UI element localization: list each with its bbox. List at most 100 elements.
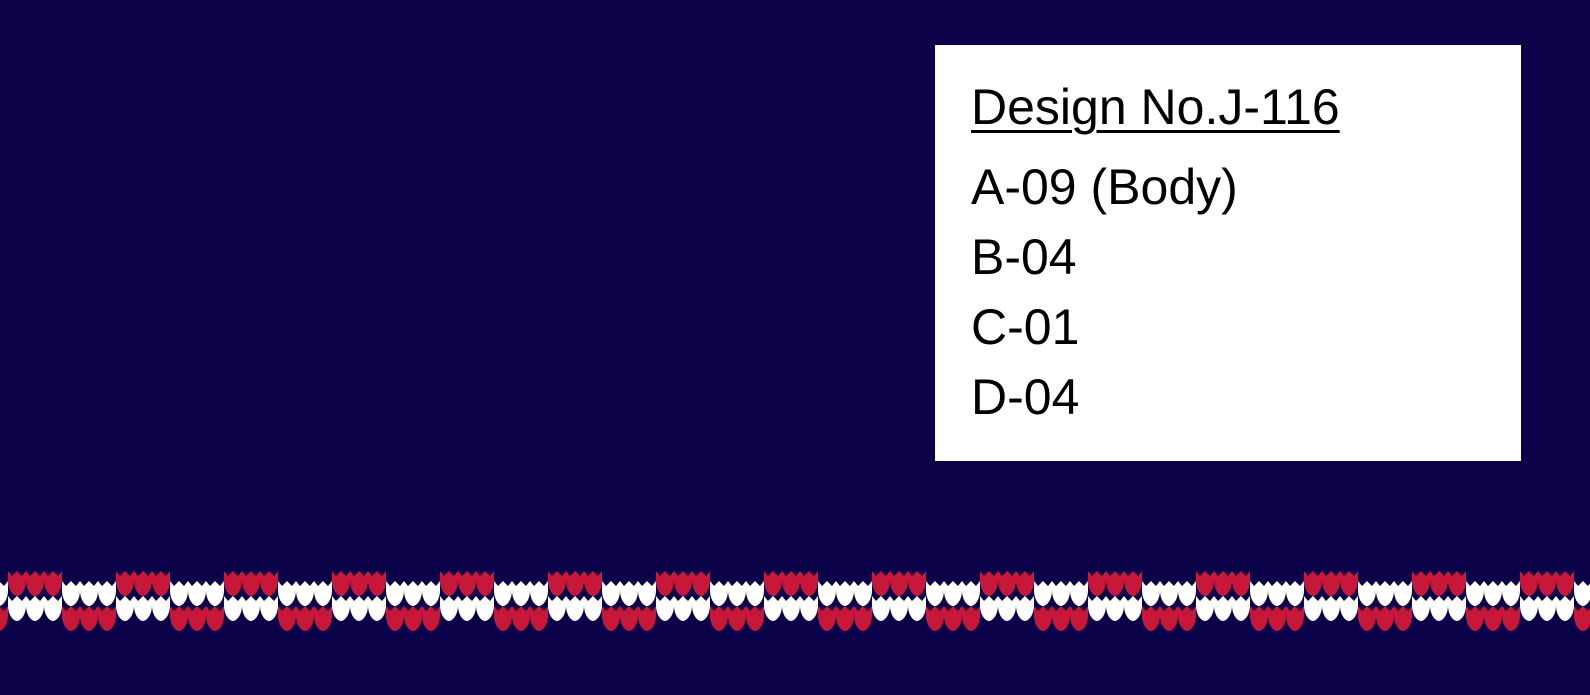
scallop-motif (782, 596, 800, 621)
scallop-motif (440, 571, 458, 596)
scallop-motif (1358, 581, 1376, 606)
scallop-motif (1466, 581, 1484, 606)
scallop-motif (998, 571, 1016, 596)
scallop-motif (404, 606, 422, 631)
scallop-motif (1232, 571, 1250, 596)
scallop-motif (1502, 581, 1520, 606)
scallop-motif (1574, 581, 1590, 606)
scallop-motif (116, 596, 134, 621)
scallop-motif (440, 596, 458, 621)
scallop-motif (350, 596, 368, 621)
scallop-motif (1376, 581, 1394, 606)
scallop-motif (980, 571, 998, 596)
scallop-motif (692, 571, 710, 596)
scallop-motif (332, 596, 350, 621)
scallop-motif (998, 596, 1016, 621)
scallop-motif (422, 606, 440, 631)
scallop-motif (1484, 581, 1502, 606)
scallop-motif (1358, 606, 1376, 631)
scallop-motif (1160, 581, 1178, 606)
design-number-title: Design No.J-116 (971, 79, 1340, 135)
scallop-motif (530, 581, 548, 606)
scallop-motif (404, 581, 422, 606)
scallop-motif (1106, 596, 1124, 621)
scallop-motif (1016, 571, 1034, 596)
scallop-motif (602, 606, 620, 631)
scallop-motif (620, 581, 638, 606)
scallop-motif (206, 581, 224, 606)
scallop-motif (548, 596, 566, 621)
scallop-motif (926, 606, 944, 631)
scallop-motif (1574, 606, 1590, 631)
scallop-motif (746, 581, 764, 606)
scallop-motif (368, 596, 386, 621)
scallop-motif (458, 596, 476, 621)
scallop-motif (548, 571, 566, 596)
scallop-motif (944, 581, 962, 606)
scallop-motif (8, 596, 26, 621)
scallop-motif (692, 596, 710, 621)
scallop-motif (260, 596, 278, 621)
scallop-motif (422, 581, 440, 606)
scallop-motif (1286, 581, 1304, 606)
scallop-motif (1268, 606, 1286, 631)
scallop-motif (116, 571, 134, 596)
scallop-motif (1214, 571, 1232, 596)
scallop-motif (1088, 571, 1106, 596)
scallop-motif (224, 596, 242, 621)
scallop-motif (872, 596, 890, 621)
scallop-motif (332, 571, 350, 596)
scallop-motif (1124, 596, 1142, 621)
scallop-motif (710, 581, 728, 606)
scallop-motif (494, 606, 512, 631)
scallop-motif (1250, 606, 1268, 631)
scallop-motif (62, 606, 80, 631)
scallop-motif (962, 581, 980, 606)
scallop-motif (1160, 606, 1178, 631)
scallop-motif (1034, 606, 1052, 631)
scallop-motif (908, 596, 926, 621)
scallop-motif (188, 581, 206, 606)
scallop-motif (584, 571, 602, 596)
scallop-motif (1448, 596, 1466, 621)
scallop-motif (1430, 571, 1448, 596)
scallop-motif (26, 571, 44, 596)
scallop-motif (314, 606, 332, 631)
scallop-motif (1412, 596, 1430, 621)
scallop-motif (1286, 606, 1304, 631)
scallop-motif (80, 606, 98, 631)
scallop-motif (1394, 606, 1412, 631)
scallop-motif (1376, 606, 1394, 631)
scallop-motif (1340, 596, 1358, 621)
scallop-motif (98, 581, 116, 606)
scallop-motif (314, 581, 332, 606)
scallop-border-pattern (0, 571, 1590, 631)
scallop-motif (260, 571, 278, 596)
scallop-motif (1322, 596, 1340, 621)
scallop-motif (0, 606, 8, 631)
scallop-motif (1340, 571, 1358, 596)
scallop-motif (296, 606, 314, 631)
scallop-motif (926, 581, 944, 606)
scallop-motif (224, 571, 242, 596)
scallop-motif (494, 581, 512, 606)
scallop-motif (728, 581, 746, 606)
scallop-motif (1178, 606, 1196, 631)
scallop-motif (152, 596, 170, 621)
scallop-motif (962, 606, 980, 631)
scallop-motif (512, 606, 530, 631)
scallop-motif (512, 581, 530, 606)
scallop-motif (8, 571, 26, 596)
scallop-motif (1142, 606, 1160, 631)
scallop-motif (80, 581, 98, 606)
scallop-motif (836, 581, 854, 606)
scallop-motif (1268, 581, 1286, 606)
scallop-motif (296, 581, 314, 606)
scallop-motif (1304, 596, 1322, 621)
scallop-motif (44, 571, 62, 596)
scallop-motif (674, 571, 692, 596)
scallop-motif (1196, 571, 1214, 596)
scallop-motif (818, 581, 836, 606)
scallop-motif (1304, 571, 1322, 596)
scallop-motif (170, 581, 188, 606)
